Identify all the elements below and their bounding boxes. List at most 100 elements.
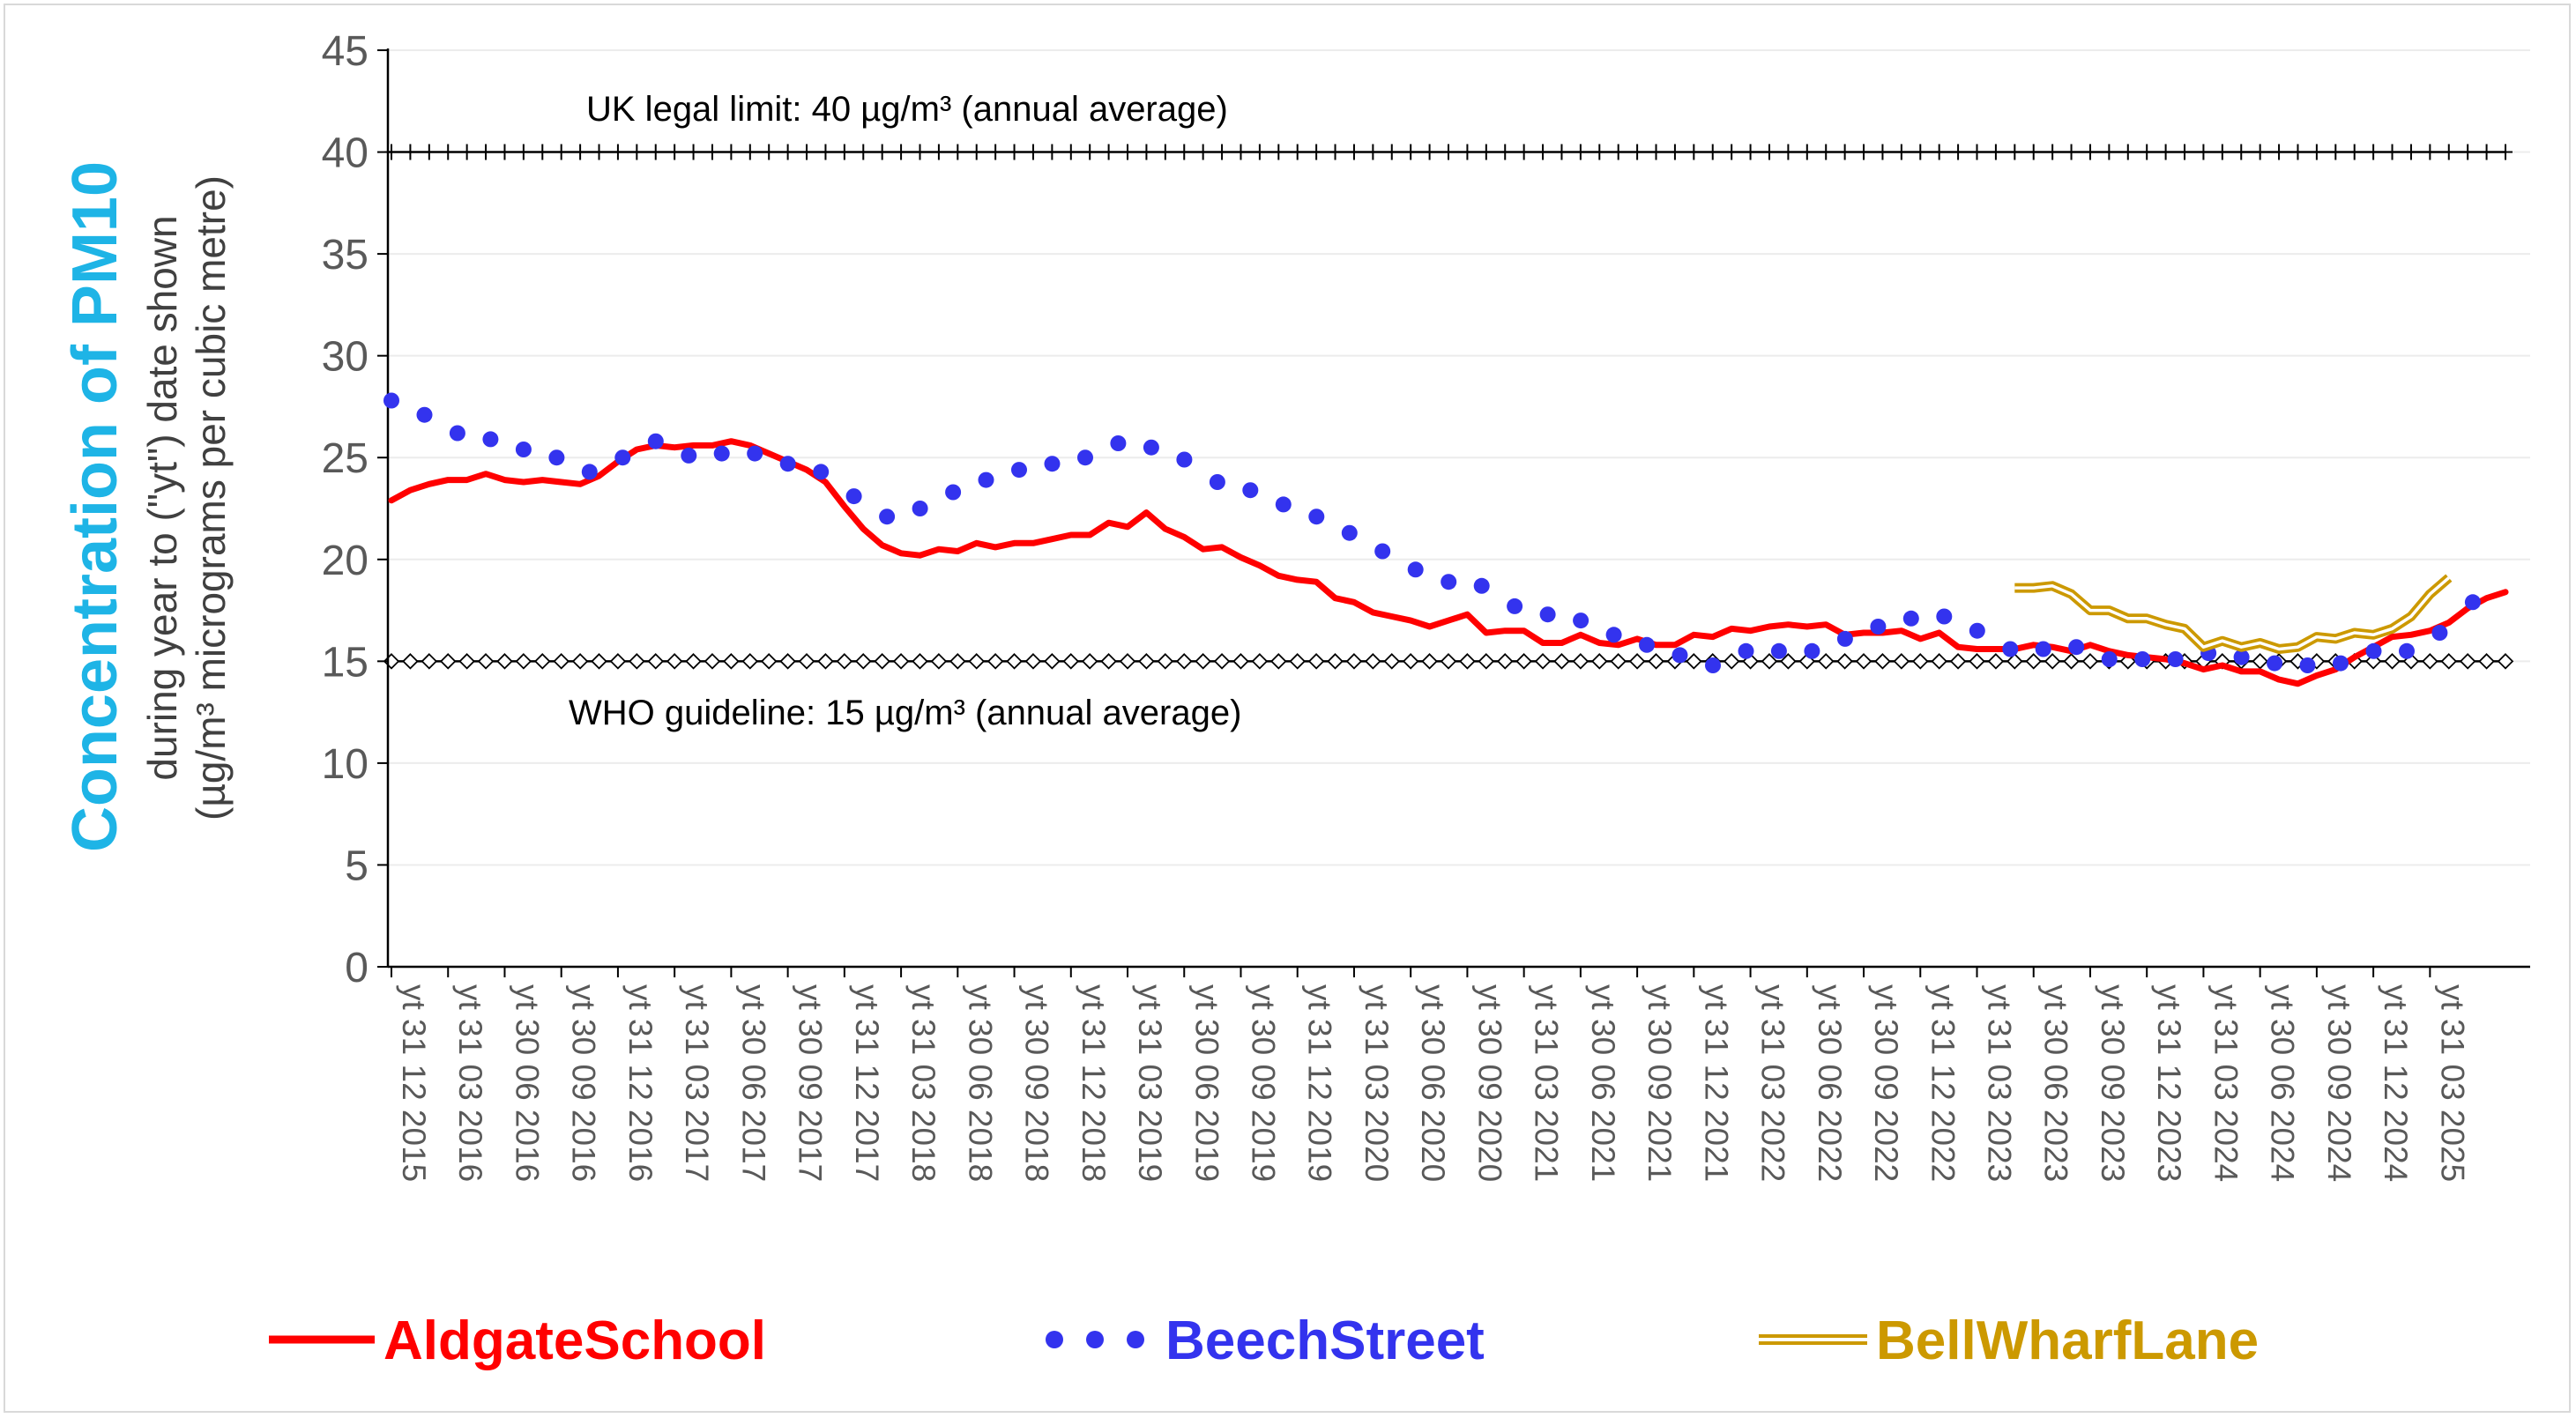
legend-swatch-dot-3	[1127, 1331, 1144, 1348]
plus-marker-12	[610, 144, 625, 160]
x-tick-label-15: yt 30 09 2019	[1245, 984, 1281, 1182]
plus-marker-82	[1932, 144, 1947, 160]
plus-marker-48	[1290, 144, 1305, 160]
plus-marker-98	[2234, 144, 2249, 160]
plus-marker-56	[1441, 144, 1456, 160]
diamond-marker-62	[1553, 653, 1570, 670]
plus-marker-39	[1120, 144, 1135, 160]
diamond-marker-85	[1987, 653, 2005, 670]
series-point-beechstreet-1	[416, 406, 433, 423]
series-point-beechstreet-59	[2333, 655, 2349, 672]
series-point-beechstreet-33	[1473, 577, 1490, 594]
plus-marker-15	[667, 144, 682, 160]
plus-marker-26	[875, 144, 890, 160]
plus-marker-3	[441, 144, 456, 160]
diamond-marker-52	[1365, 653, 1381, 670]
diamond-marker-71	[1723, 653, 1740, 670]
plus-marker-51	[1346, 144, 1361, 160]
diamond-marker-12	[609, 653, 627, 670]
plus-marker-5	[479, 144, 494, 160]
plus-marker-105	[2366, 144, 2381, 160]
diamond-marker-67	[1648, 653, 1664, 670]
y-tick-label-15: 15	[322, 639, 369, 686]
x-tick-label-21: yt 30 06 2021	[1585, 984, 1621, 1182]
plus-marker-4	[459, 144, 474, 160]
series-line-aldgateschool	[388, 438, 2509, 687]
plus-marker-106	[2385, 144, 2400, 160]
diamond-marker-92	[2119, 653, 2137, 670]
plus-marker-1	[403, 144, 418, 160]
x-tick-label-35: yt 31 12 2024	[2378, 984, 2414, 1182]
plus-marker-67	[1649, 144, 1664, 160]
diamond-marker-18	[723, 653, 740, 670]
x-tick-label-23: yt 31 12 2021	[1698, 984, 1734, 1182]
plus-marker-104	[2347, 144, 2362, 160]
diamond-marker-80	[1893, 653, 1910, 670]
plus-marker-30	[950, 144, 965, 160]
diamond-marker-10	[571, 653, 589, 670]
diamond-marker-1	[402, 653, 419, 670]
x-tick-label-0: yt 31 12 2015	[396, 984, 432, 1182]
diamond-marker-84	[1969, 653, 1985, 670]
x-tick-label-17: yt 31 03 2020	[1359, 984, 1395, 1182]
diamond-marker-53	[1383, 653, 1401, 670]
legend-label-aldgateschool: AldgateSchool	[383, 1310, 766, 1371]
plus-marker-97	[2215, 144, 2230, 160]
plus-marker-20	[762, 144, 777, 160]
plus-marker-57	[1460, 144, 1475, 160]
plus-marker-33	[1007, 144, 1022, 160]
plus-marker-47	[1271, 144, 1286, 160]
series-point-beechstreet-11	[747, 445, 763, 462]
diamond-marker-61	[1534, 653, 1552, 670]
series-point-beechstreet-2	[449, 425, 465, 442]
diamond-marker-55	[1421, 653, 1438, 670]
plus-marker-78	[1857, 144, 1872, 160]
series-point-beechstreet-30	[1374, 543, 1391, 560]
diamond-marker-69	[1686, 653, 1702, 670]
diamond-marker-41	[1157, 653, 1174, 670]
grid-lines	[388, 49, 2530, 866]
diamond-marker-36	[1062, 653, 1080, 670]
diamond-marker-7	[515, 653, 532, 670]
x-tick-label-32: yt 31 03 2024	[2207, 984, 2244, 1182]
diamond-marker-28	[912, 653, 928, 670]
x-tick-label-18: yt 30 06 2020	[1415, 984, 1451, 1182]
y-axis-subtitle-2: (µg/m³ micrograms per cubic metre)	[188, 175, 234, 820]
y-tick-label-30: 30	[322, 334, 369, 381]
plus-marker-41	[1158, 144, 1173, 160]
plus-marker-29	[931, 144, 946, 160]
plus-marker-35	[1045, 144, 1060, 160]
x-tick-label-16: yt 31 12 2019	[1302, 984, 1338, 1182]
plus-marker-43	[1195, 144, 1210, 160]
y-tick-label-20: 20	[322, 538, 369, 584]
series-point-beechstreet-10	[713, 445, 730, 462]
series-point-beechstreet-37	[1605, 627, 1622, 643]
diamond-marker-22	[798, 653, 815, 670]
y-axis-title: Concentration of PM10	[60, 161, 130, 852]
plus-marker-21	[780, 144, 795, 160]
series-point-beechstreet-5	[548, 449, 565, 466]
series-point-beechstreet-34	[1507, 598, 1523, 614]
plus-marker-79	[1875, 144, 1890, 160]
series-point-beechstreet-27	[1275, 496, 1292, 513]
diamond-marker-48	[1289, 653, 1306, 670]
diamond-marker-37	[1081, 653, 1098, 670]
series-point-beechstreet-41	[1738, 642, 1754, 659]
x-tick-label-8: yt 31 12 2017	[849, 984, 885, 1182]
plus-marker-58	[1478, 144, 1493, 160]
plus-marker-112	[2498, 144, 2513, 160]
series-point-beechstreet-57	[2267, 655, 2283, 672]
diamond-marker-2	[421, 653, 438, 670]
diamond-marker-78	[1855, 653, 1872, 670]
plus-marker-44	[1215, 144, 1230, 160]
plus-marker-8	[535, 144, 550, 160]
legend-item-beechstreet: BeechStreet	[1046, 1310, 1485, 1371]
y-tick-label-25: 25	[322, 435, 369, 482]
x-tick-label-33: yt 30 06 2024	[2265, 984, 2301, 1182]
legend-label-beechstreet: BeechStreet	[1165, 1310, 1485, 1371]
series-point-beechstreet-45	[1870, 619, 1887, 635]
series-layer	[383, 392, 2509, 687]
series-point-beechstreet-44	[1836, 630, 1853, 647]
plus-marker-50	[1328, 144, 1343, 160]
